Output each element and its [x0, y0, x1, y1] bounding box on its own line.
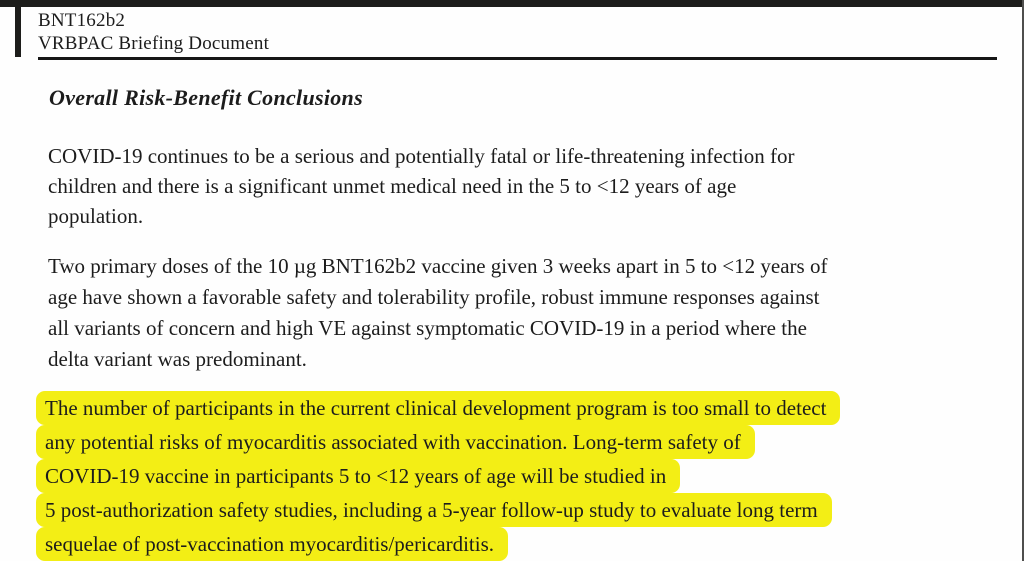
- right-border: [1022, 0, 1024, 561]
- paragraph-2: Two primary doses of the 10 µg BNT162b2 …: [48, 251, 827, 375]
- text-line: children and there is a significant unme…: [48, 174, 737, 198]
- highlighted-text-line: 5 post-authorization safety studies, inc…: [36, 493, 832, 527]
- header-line-product: BNT162b2: [38, 10, 126, 31]
- text-line: all variants of concern and high VE agai…: [48, 316, 807, 340]
- text-line: delta variant was predominant.: [48, 347, 307, 371]
- header-line-doc-title: VRBPAC Briefing Document: [38, 33, 270, 54]
- text-line: age have shown a favorable safety and to…: [48, 285, 820, 309]
- highlighted-text-line: The number of participants in the curren…: [36, 391, 841, 425]
- paragraph-1: COVID-19 continues to be a serious and p…: [48, 141, 794, 231]
- highlighted-text-line: COVID-19 vaccine in participants 5 to <1…: [36, 459, 681, 493]
- header-rule: [38, 57, 997, 60]
- top-border: [0, 0, 1024, 7]
- text-line: COVID-19 continues to be a serious and p…: [48, 144, 795, 168]
- highlighted-paragraph: The number of participants in the curren…: [36, 391, 841, 561]
- highlighted-text-line: any potential risks of myocarditis assoc…: [36, 425, 755, 459]
- left-edge-mark: [15, 0, 21, 57]
- text-line: population.: [48, 204, 144, 228]
- highlighted-text-line: sequelae of post-vaccination myocarditis…: [36, 527, 509, 561]
- document-header: BNT162b2 VRBPAC Briefing Document: [38, 9, 269, 55]
- text-line: Two primary doses of the 10 µg BNT162b2 …: [48, 254, 828, 278]
- section-heading: Overall Risk-Benefit Conclusions: [49, 85, 363, 110]
